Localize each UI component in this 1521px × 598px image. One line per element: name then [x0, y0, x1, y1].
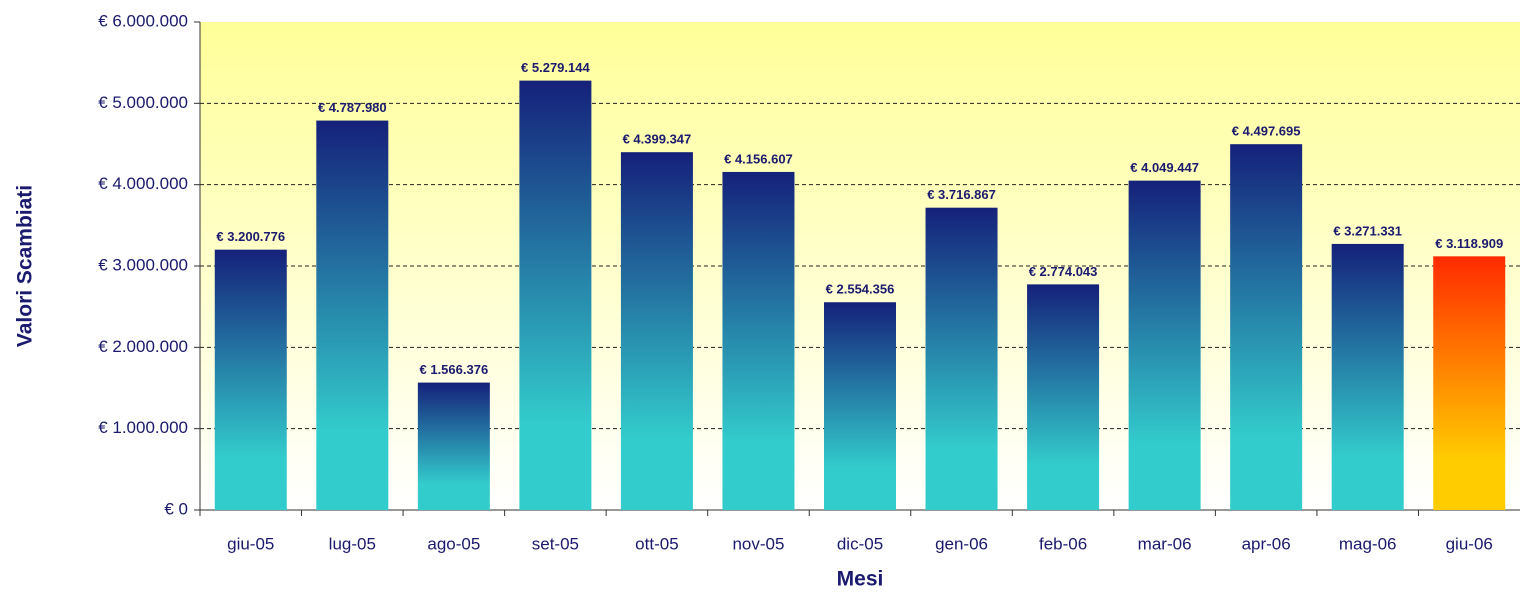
y-tick-label: € 4.000.000: [98, 174, 188, 193]
bar: [316, 120, 389, 510]
x-tick-label: ago-05: [427, 534, 480, 553]
bar: [824, 302, 896, 510]
bar: [1128, 180, 1201, 511]
x-tick-label: giu-06: [1446, 534, 1493, 553]
value-label: € 3.200.776: [216, 229, 285, 244]
x-axis-label: Mesi: [837, 568, 884, 591]
x-tick-label: lug-05: [329, 534, 376, 553]
bar: [1331, 243, 1404, 510]
y-tick-label: € 1.000.000: [98, 418, 188, 437]
y-tick-label: € 3.000.000: [98, 255, 188, 274]
value-label: € 3.118.909: [1435, 236, 1503, 251]
value-label: € 2.774.043: [1029, 264, 1098, 279]
bar: [417, 382, 490, 510]
y-tick-label: € 0: [164, 499, 188, 518]
x-tick-label: dic-05: [837, 534, 883, 553]
x-tick-label: gen-06: [935, 534, 988, 553]
y-tick-label: € 6.000.000: [98, 11, 188, 30]
value-label: € 4.049.447: [1130, 160, 1199, 175]
bar: [519, 80, 592, 510]
x-tick-label: feb-06: [1039, 534, 1087, 553]
bar: [722, 171, 795, 510]
y-tick-label: € 2.000.000: [98, 337, 188, 356]
x-tick-label: nov-05: [732, 534, 784, 553]
value-label: € 3.271.331: [1333, 223, 1402, 238]
x-tick-label: mar-06: [1138, 534, 1192, 553]
bar: [1230, 144, 1303, 510]
x-tick-label: mag-06: [1339, 534, 1397, 553]
value-label: € 4.497.695: [1232, 124, 1301, 139]
bar: [1433, 256, 1506, 510]
value-label: € 3.716.867: [927, 187, 996, 202]
value-label: € 1.566.376: [420, 362, 489, 377]
value-label: € 2.554.356: [826, 282, 895, 297]
bar: [214, 249, 287, 510]
x-tick-label: set-05: [532, 534, 579, 553]
x-tick-label: giu-05: [227, 534, 274, 553]
y-tick-label: € 5.000.000: [98, 93, 188, 112]
y-axis-label: Valori Scambiati: [14, 185, 37, 347]
value-label: € 4.399.347: [623, 132, 692, 147]
bar: [620, 152, 693, 510]
value-label: € 5.279.144: [521, 60, 590, 75]
value-label: € 4.156.607: [724, 151, 793, 166]
x-tick-label: apr-06: [1242, 534, 1291, 553]
x-tick-label: ott-05: [635, 534, 678, 553]
value-label: € 4.787.980: [318, 100, 387, 115]
bar: [1027, 284, 1100, 510]
bar: [925, 207, 998, 510]
